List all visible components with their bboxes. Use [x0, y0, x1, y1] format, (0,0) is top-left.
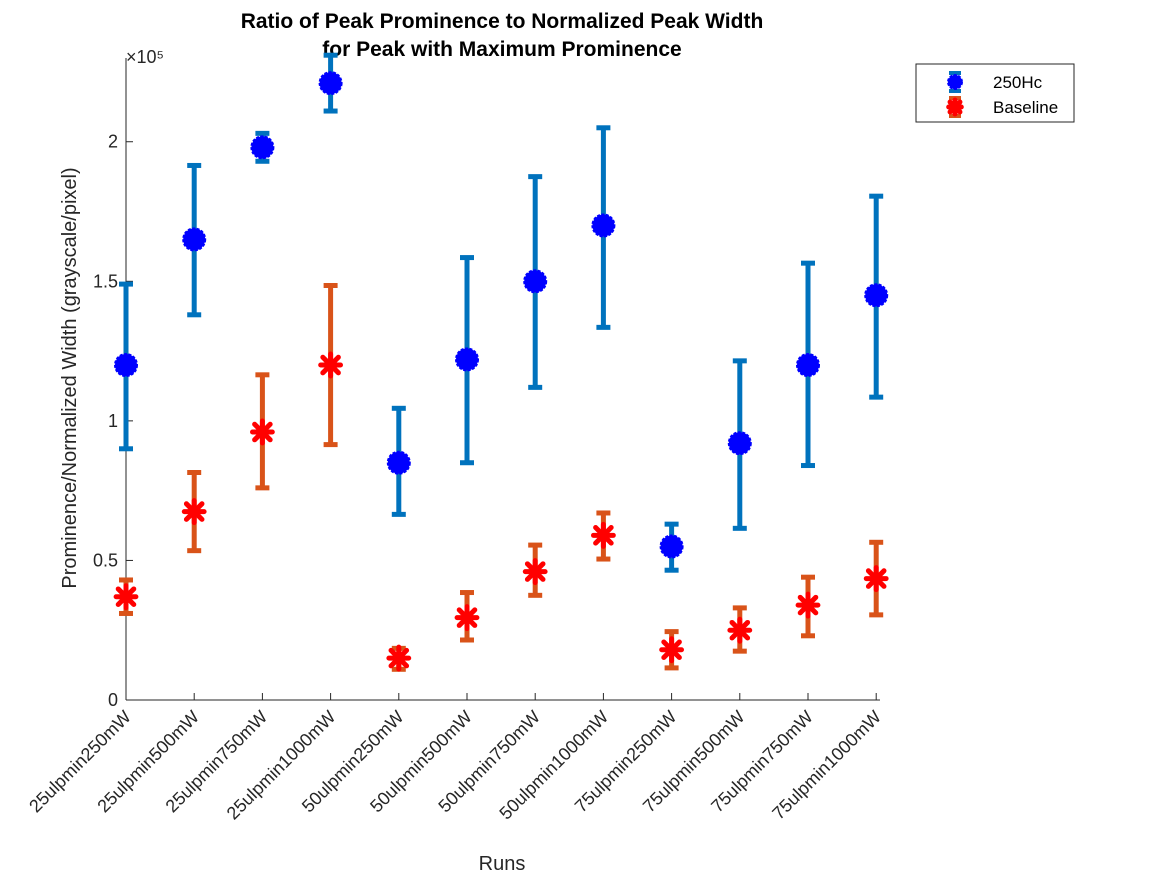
data-point: [386, 450, 411, 475]
y-tick-label: 1.5: [93, 271, 118, 291]
y-axis-exponent: ×10⁵: [126, 47, 164, 67]
plot-area: 0 0.5 1 1.5 2 25ulpmin250mW25ulpmin500mW25ul…: [25, 52, 889, 823]
series-0: [114, 52, 889, 573]
data-point: [523, 269, 548, 294]
data-point: [864, 283, 889, 308]
data-point: [795, 591, 821, 619]
data-point: [796, 353, 820, 378]
chart-title-line-2: for Peak with Maximum Prominence: [322, 38, 681, 61]
x-axis-label: Runs: [479, 853, 526, 875]
legend: 250Hc Baseline: [915, 63, 1075, 123]
data-point: [318, 71, 343, 96]
data-point: [591, 521, 616, 549]
data-point: [455, 347, 479, 372]
y-axis-label: Prominence/Normalized Width (grayscale/p…: [59, 167, 81, 588]
y-ticks: 0 0.5 1 1.5 2: [93, 132, 133, 710]
legend-label: Baseline: [993, 98, 1058, 117]
legend-label: 250Hc: [993, 73, 1043, 92]
data-point: [659, 534, 684, 559]
chart-title-line-1: Ratio of Peak Prominence to Normalized P…: [241, 10, 764, 33]
legend-box: [915, 63, 1075, 123]
data-point: [591, 213, 616, 238]
data-point: [522, 558, 548, 586]
data-point: [659, 636, 684, 664]
y-tick-label: 0: [108, 690, 118, 710]
data-point: [318, 351, 343, 379]
y-tick-label: 0.5: [93, 550, 118, 570]
series-layer: [113, 52, 889, 672]
data-point: [727, 431, 752, 456]
data-point: [250, 135, 275, 160]
x-ticks: 25ulpmin250mW25ulpmin500mW25ulpmin750mW2…: [25, 693, 885, 823]
data-point: [114, 353, 138, 378]
legend-entry: 250Hc: [947, 71, 1043, 93]
y-tick-label: 1: [108, 411, 118, 431]
series-1: [113, 282, 889, 672]
data-point: [863, 565, 889, 593]
data-point: [727, 616, 753, 644]
data-point: [947, 74, 963, 90]
legend-entry: Baseline: [946, 96, 1058, 118]
y-tick-label: 2: [108, 132, 118, 152]
data-point: [386, 644, 412, 672]
data-point: [946, 97, 964, 117]
data-point: [113, 583, 139, 611]
data-point: [182, 227, 207, 252]
data-point: [250, 418, 275, 446]
data-point: [181, 498, 207, 526]
data-point: [454, 604, 480, 632]
